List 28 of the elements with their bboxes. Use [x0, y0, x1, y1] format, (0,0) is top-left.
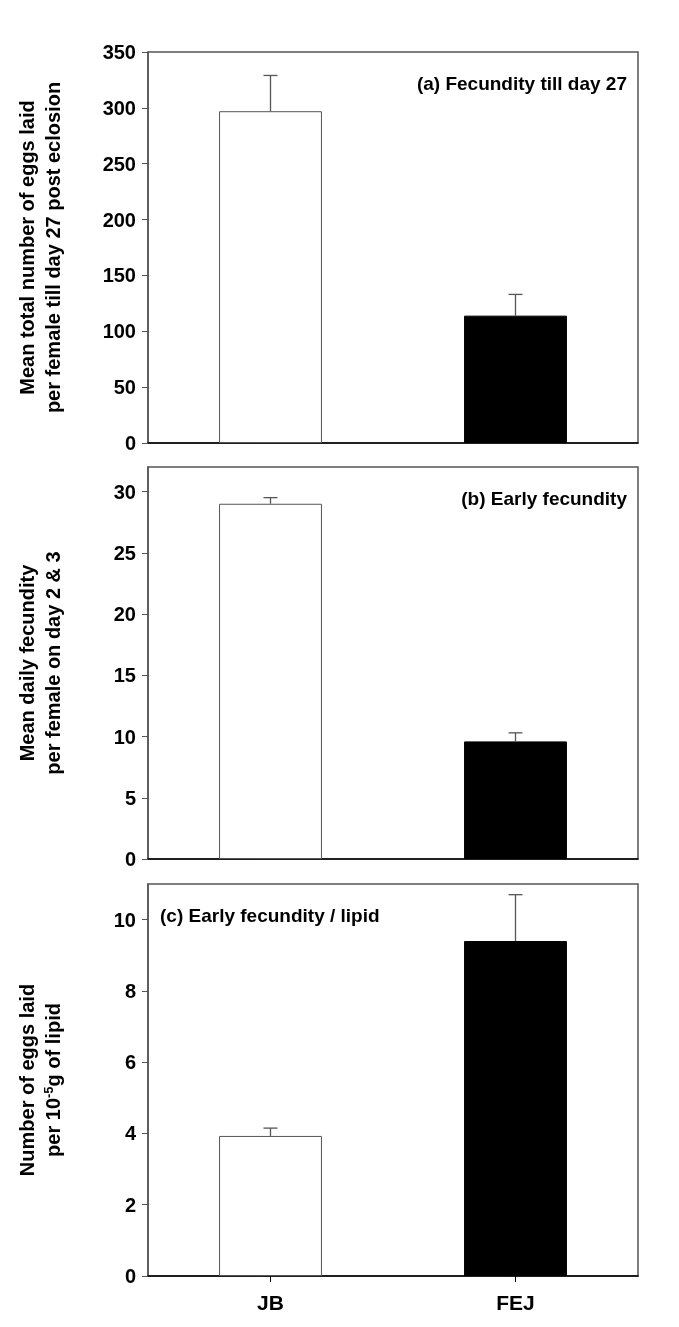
- y-tick-label: 10: [113, 908, 136, 931]
- y-tick-label: 4: [124, 1122, 137, 1145]
- y-tick-label: 6: [124, 1051, 136, 1074]
- annotation: (b) Early fecundity: [461, 488, 628, 509]
- y-tick-label: 5: [124, 786, 136, 809]
- y-axis-title: Mean total number of eggs laid per female till day 27 post eclosion: [16, 81, 64, 414]
- y-tick-label: 300: [102, 96, 136, 119]
- x-tick-label: JB: [257, 1291, 284, 1314]
- y-tick-label: 0: [124, 432, 136, 454]
- y-tick-label: 20: [113, 603, 136, 625]
- y-tick-label: 100: [102, 320, 136, 343]
- y-tick-label: 200: [102, 208, 136, 231]
- y-tick-label: 2: [124, 1193, 136, 1216]
- y-tick-label: 30: [113, 480, 136, 503]
- y-tick-label: 0: [124, 848, 136, 870]
- y-tick-label: 250: [102, 152, 136, 175]
- y-tick-label: 350: [102, 41, 136, 63]
- y-tick-label: 8: [124, 979, 136, 1002]
- annotation: (a) Fecundity till day 27: [416, 73, 628, 94]
- x-tick-label: FEJ: [496, 1291, 535, 1314]
- y-tick-label: 25: [113, 541, 136, 564]
- y-axis-title: Mean daily fecundity per female on day 2 & 3: [16, 551, 64, 775]
- y-tick-label: 50: [113, 376, 136, 399]
- y-tick-label: 0: [124, 1265, 136, 1287]
- y-tick-label: 150: [102, 264, 136, 287]
- y-tick-label: 10: [113, 725, 136, 748]
- y-tick-label: 15: [113, 664, 136, 687]
- annotation: (c) Early fecundity / lipid: [160, 905, 380, 926]
